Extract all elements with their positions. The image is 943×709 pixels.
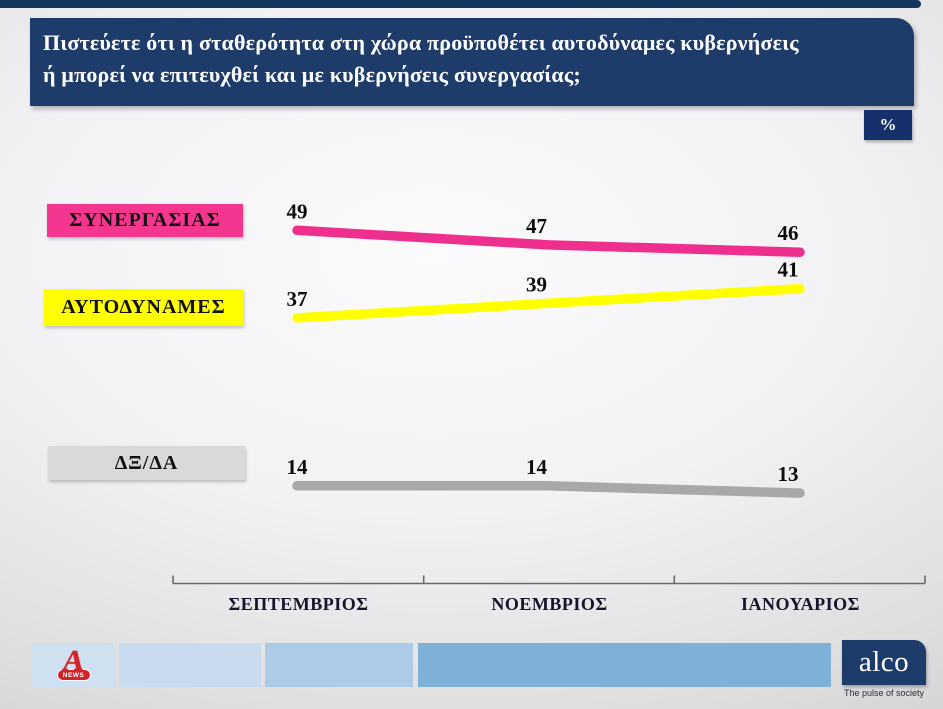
data-label: 47 — [526, 214, 547, 238]
percent-badge: % — [864, 110, 912, 140]
footer-decor-box-3 — [418, 643, 831, 687]
legend-synergasias-label: ΣΥΝΕΡΓΑΣΙΑΣ — [69, 209, 221, 231]
alpha-news-badge: NEWS — [56, 669, 91, 681]
data-label: 39 — [526, 272, 547, 296]
series-line-2 — [292, 481, 805, 498]
data-label: 49 — [287, 199, 308, 223]
data-label: 14 — [526, 455, 548, 479]
top-strip — [0, 0, 921, 8]
alco-tagline: The pulse of society — [843, 688, 925, 698]
x-tick-label-november: ΝΟΕΜΒΡΙΟΣ — [491, 594, 608, 614]
alco-logo: alco — [858, 646, 910, 678]
x-tick-label-september: ΣΕΠΤΕΜΒΡΙΟΣ — [228, 594, 369, 614]
legend-synergasias: ΣΥΝΕΡΓΑΣΙΑΣ — [47, 204, 243, 237]
legend-dxda: ΔΞ/ΔΑ — [48, 446, 245, 480]
alpha-news-logo: A NEWS — [56, 645, 91, 681]
question-line-1: Πιστεύετε ότι η σταθερότητα στη χώρα προ… — [43, 30, 799, 55]
legend-aytodynames-label: ΑΥΤΟΔΥΝΑΜΕΣ — [61, 296, 226, 318]
data-label: 37 — [287, 287, 308, 311]
alpha-letter: A — [60, 645, 87, 677]
data-label: 14 — [287, 455, 309, 479]
alco-logo-box: alco — [842, 640, 926, 685]
footer-decor-box-2 — [265, 643, 413, 687]
x-tick-label-january: ΙΑΝΟΥΑΡΙΟΣ — [741, 594, 860, 614]
series-line-0 — [292, 225, 805, 257]
legend-aytodynames: ΑΥΤΟΔΥΝΑΜΕΣ — [44, 289, 243, 326]
data-label: 13 — [778, 462, 799, 486]
alpha-news-logo-box: A NEWS — [31, 643, 116, 687]
data-label: 46 — [778, 221, 799, 245]
question-line-2: ή μπορεί να επιτευχθεί και με κυβερνήσει… — [43, 62, 581, 87]
series-line-1 — [292, 283, 805, 323]
question-header: Πιστεύετε ότι η σταθερότητα στη χώρα προ… — [30, 18, 914, 106]
footer-decor-box-1 — [119, 643, 261, 687]
legend-dxda-label: ΔΞ/ΔΑ — [114, 451, 179, 474]
data-label: 41 — [778, 258, 799, 282]
